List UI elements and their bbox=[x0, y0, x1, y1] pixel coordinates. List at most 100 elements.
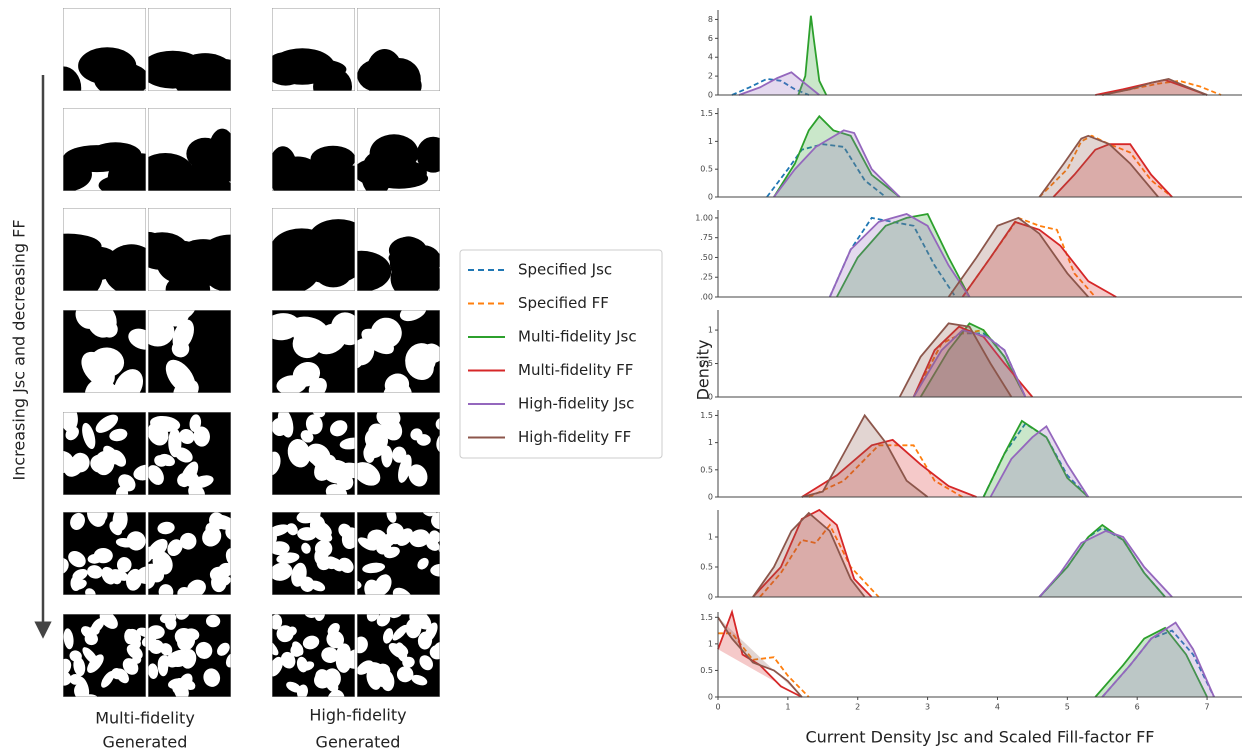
y-tick-label: 1.5 bbox=[700, 109, 713, 118]
column-label: Generated bbox=[316, 733, 401, 752]
y-tick-label: 0.5 bbox=[700, 666, 713, 675]
x-tick-label: 5 bbox=[1065, 703, 1070, 712]
y-tick-label: 0 bbox=[708, 193, 713, 202]
microstructure bbox=[48, 396, 158, 502]
density-panel: 0 0.5 1 1.5 bbox=[700, 108, 1242, 202]
y-tick-label: .00 bbox=[700, 293, 713, 302]
x-axis-label: Current Density Jsc and Scaled Fill-fact… bbox=[805, 728, 1154, 747]
microstructure bbox=[351, 599, 453, 697]
x-tick-label: 1 bbox=[785, 703, 790, 712]
blob bbox=[357, 59, 398, 92]
x-tick-label: 4 bbox=[995, 703, 1000, 712]
y-tick-label: 1.00 bbox=[695, 213, 713, 222]
density-panel: .00 .25 .50 .75 1.00 bbox=[695, 210, 1242, 302]
y-tick-label: 1 bbox=[708, 137, 713, 146]
y-tick-label: 1 bbox=[708, 326, 713, 335]
legend-box bbox=[460, 250, 662, 458]
x-tick-label: 2 bbox=[855, 703, 860, 712]
microstructure bbox=[340, 494, 461, 609]
microstructure bbox=[140, 8, 249, 109]
column-label: High-fidelity bbox=[309, 706, 406, 725]
microstructure bbox=[261, 400, 366, 505]
blob bbox=[437, 463, 456, 482]
blob bbox=[438, 539, 461, 562]
blob bbox=[107, 153, 145, 175]
legend-label: Multi-fidelity Jsc bbox=[518, 328, 637, 346]
y-tick-label: 8 bbox=[708, 15, 713, 24]
microstructure bbox=[257, 502, 361, 595]
y-tick-label: 6 bbox=[708, 34, 713, 43]
legend-label: High-fidelity Jsc bbox=[518, 395, 634, 413]
blob bbox=[140, 51, 205, 89]
microstructure bbox=[349, 405, 458, 495]
y-tick-label: 0 bbox=[708, 693, 713, 702]
microstructure bbox=[136, 108, 248, 201]
blob bbox=[284, 247, 317, 277]
y-tick-label: 0.5 bbox=[700, 165, 713, 174]
y-tick-label: 0 bbox=[708, 91, 713, 100]
y-tick-label: 0 bbox=[708, 493, 713, 502]
density-panel: 00.51 bbox=[700, 310, 1242, 402]
microstructure bbox=[143, 393, 231, 505]
blob bbox=[197, 235, 263, 286]
y-tick-label: 4 bbox=[708, 53, 713, 62]
blob bbox=[390, 236, 428, 285]
arrow-label: Increasing Jsc and decreasing FF bbox=[10, 219, 29, 480]
microstructure bbox=[343, 299, 446, 416]
density-curve bbox=[1039, 531, 1172, 597]
density-curve bbox=[1102, 623, 1214, 697]
y-tick-label: 1 bbox=[708, 533, 713, 542]
density-panel: 00.51 bbox=[700, 510, 1242, 602]
microstructure bbox=[357, 8, 440, 104]
microstructure bbox=[256, 208, 371, 294]
legend-label: Multi-fidelity FF bbox=[518, 361, 633, 379]
density-panel: 0 2 4 6 8 bbox=[708, 10, 1242, 100]
blob bbox=[392, 447, 406, 463]
column-label: Multi-fidelity bbox=[95, 709, 195, 728]
microstructure bbox=[136, 510, 247, 601]
y-tick-label: 1.5 bbox=[700, 411, 713, 420]
y-tick-label: 1.5 bbox=[700, 613, 713, 622]
y-tick-label: .50 bbox=[700, 253, 713, 262]
microstructure bbox=[45, 8, 150, 110]
column-label: Generated bbox=[103, 733, 188, 752]
blob bbox=[361, 152, 392, 197]
y-tick-label: 1 bbox=[708, 639, 713, 648]
y-axis-label: Density bbox=[694, 340, 713, 401]
y-tick-label: 0 bbox=[708, 593, 713, 602]
density-curve bbox=[753, 513, 865, 597]
x-tick-label: 0 bbox=[715, 703, 720, 712]
microstructure bbox=[133, 208, 264, 304]
microstructure bbox=[51, 592, 154, 707]
blob bbox=[264, 52, 307, 86]
microstructure bbox=[63, 300, 159, 417]
blob bbox=[70, 575, 81, 591]
figure: Increasing Jsc and decreasing FF Multi-f… bbox=[0, 0, 1246, 752]
microstructure bbox=[264, 8, 355, 105]
x-tick-label: 3 bbox=[925, 703, 930, 712]
y-tick-label: .75 bbox=[700, 233, 713, 242]
microstructure-grid bbox=[34, 8, 460, 712]
microstructure bbox=[35, 208, 159, 300]
y-tick-label: 1 bbox=[708, 438, 713, 447]
legend-label: Specified Jsc bbox=[518, 261, 612, 279]
y-tick-label: 0.5 bbox=[700, 563, 713, 572]
density-panel: 0 0.5 1 1.5 bbox=[700, 410, 1242, 502]
legend-label: Specified FF bbox=[518, 294, 609, 312]
density-chart: 0246800.511.5.00.25.50.751.0000.5100.511… bbox=[695, 10, 1242, 712]
density-curve bbox=[718, 617, 802, 697]
microstructure bbox=[261, 596, 367, 712]
microstructure bbox=[353, 108, 450, 196]
blob bbox=[35, 234, 102, 259]
blob bbox=[176, 393, 198, 415]
microstructure bbox=[262, 307, 366, 401]
microstructure bbox=[139, 602, 239, 702]
x-tick-label: 6 bbox=[1135, 703, 1140, 712]
density-curve bbox=[1102, 79, 1207, 95]
blob bbox=[271, 157, 324, 205]
y-tick-label: 2 bbox=[708, 72, 713, 81]
y-tick-label: .25 bbox=[700, 273, 713, 282]
blob bbox=[94, 62, 149, 97]
y-tick-label: 0.5 bbox=[700, 465, 713, 474]
